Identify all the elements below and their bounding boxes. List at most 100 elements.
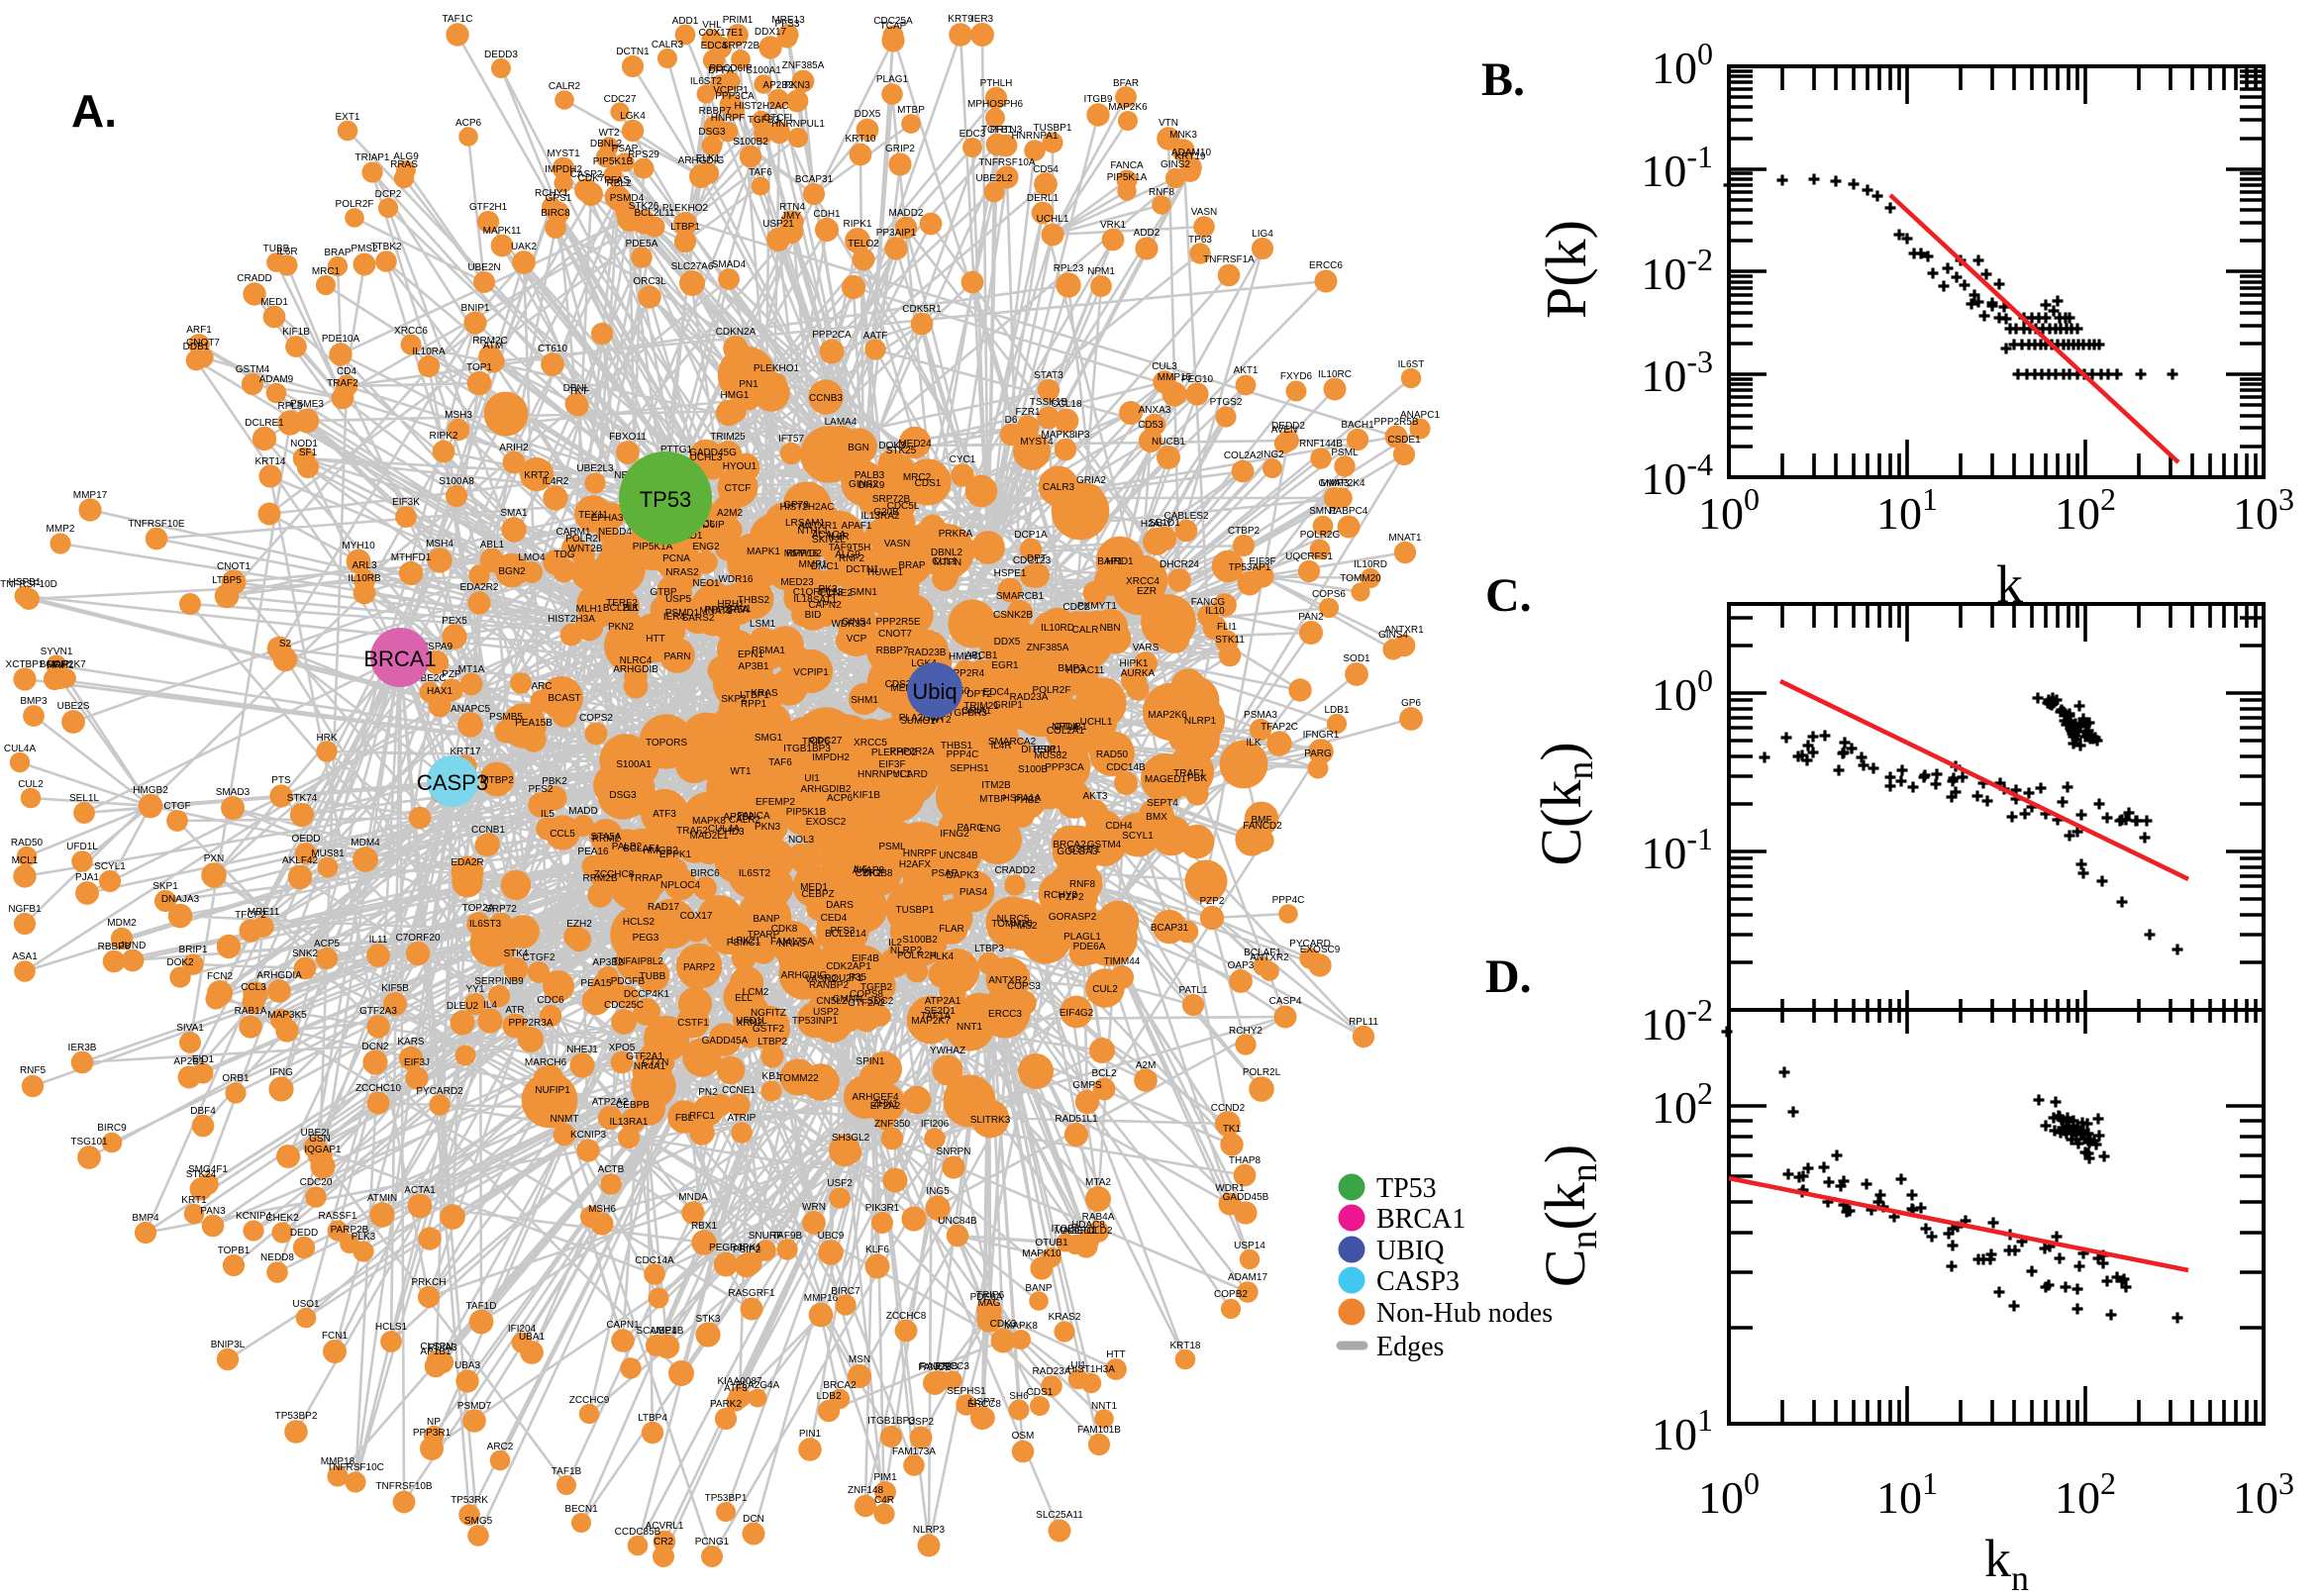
svg-text:SEPHS1: SEPHS1 bbox=[950, 763, 989, 774]
svg-text:C(kn): C(kn) bbox=[1529, 742, 1601, 865]
svg-text:CR2: CR2 bbox=[654, 1537, 673, 1547]
svg-text:ACP6: ACP6 bbox=[455, 118, 482, 129]
svg-text:H2AFX: H2AFX bbox=[899, 859, 932, 870]
svg-text:CDK5R1: CDK5R1 bbox=[902, 304, 942, 315]
svg-text:RBBP8: RBBP8 bbox=[98, 942, 131, 952]
svg-text:DCN2: DCN2 bbox=[361, 1042, 389, 1052]
svg-text:CDK2: CDK2 bbox=[856, 868, 882, 879]
svg-text:CD54: CD54 bbox=[1033, 164, 1059, 175]
svg-text:NEDD8: NEDD8 bbox=[260, 1252, 294, 1263]
svg-text:EIF3F: EIF3F bbox=[878, 759, 905, 770]
svg-text:EIF4B: EIF4B bbox=[852, 953, 879, 964]
svg-text:ENG2: ENG2 bbox=[692, 542, 720, 552]
svg-text:PMS2: PMS2 bbox=[1010, 921, 1038, 932]
svg-text:POLR2G: POLR2G bbox=[1300, 530, 1341, 541]
svg-text:IL6R: IL6R bbox=[276, 247, 297, 257]
svg-text:NLRP2: NLRP2 bbox=[890, 946, 923, 956]
svg-text:TEX11: TEX11 bbox=[578, 510, 608, 521]
svg-text:PHB2: PHB2 bbox=[1014, 795, 1041, 806]
svg-text:COL2A1: COL2A1 bbox=[1047, 726, 1085, 737]
svg-text:CDS1: CDS1 bbox=[915, 478, 942, 489]
svg-text:TUBB: TUBB bbox=[263, 244, 290, 254]
svg-text:100: 100 bbox=[1698, 481, 1760, 539]
svg-text:PKN3: PKN3 bbox=[784, 80, 811, 91]
svg-text:BCL2L14: BCL2L14 bbox=[825, 929, 866, 940]
svg-text:DCP2: DCP2 bbox=[375, 189, 402, 200]
svg-text:RIPK1: RIPK1 bbox=[844, 219, 872, 230]
svg-text:CHD3: CHD3 bbox=[717, 827, 745, 838]
svg-text:PFAS: PFAS bbox=[604, 175, 630, 186]
svg-text:Ubiq: Ubiq bbox=[912, 679, 957, 704]
svg-text:PN2: PN2 bbox=[698, 1087, 718, 1098]
svg-text:MED24: MED24 bbox=[898, 439, 932, 449]
svg-text:DCTN1: DCTN1 bbox=[846, 564, 879, 575]
svg-text:HCLS2: HCLS2 bbox=[623, 917, 656, 928]
svg-text:CASP3: CASP3 bbox=[1376, 1266, 1460, 1297]
svg-text:RBX1: RBX1 bbox=[691, 1221, 718, 1232]
svg-text:PTTG1: PTTG1 bbox=[660, 445, 693, 455]
svg-text:XRN2: XRN2 bbox=[737, 1018, 763, 1029]
svg-text:DDX5: DDX5 bbox=[855, 109, 881, 120]
svg-text:POLR2L: POLR2L bbox=[1243, 1067, 1281, 1078]
svg-text:101: 101 bbox=[1876, 1465, 1938, 1523]
svg-text:FXYD6: FXYD6 bbox=[1280, 371, 1313, 382]
svg-text:BMP3: BMP3 bbox=[1058, 663, 1085, 674]
svg-text:AURKA: AURKA bbox=[1121, 668, 1156, 679]
svg-text:TP53BP1: TP53BP1 bbox=[705, 1493, 748, 1504]
svg-text:UAK2: UAK2 bbox=[511, 242, 538, 252]
svg-text:CEBPB: CEBPB bbox=[616, 1100, 650, 1111]
svg-text:PSAP: PSAP bbox=[612, 144, 639, 154]
svg-text:IL13RA2: IL13RA2 bbox=[861, 511, 900, 522]
svg-text:D.: D. bbox=[1485, 950, 1532, 1003]
svg-text:MMP1: MMP1 bbox=[799, 559, 828, 570]
svg-text:GTBP: GTBP bbox=[650, 587, 677, 598]
svg-text:PYCARD: PYCARD bbox=[1289, 939, 1331, 949]
svg-text:GPS1: GPS1 bbox=[546, 193, 572, 204]
svg-text:IL4R: IL4R bbox=[990, 741, 1011, 751]
svg-text:GADD45B: GADD45B bbox=[1223, 1192, 1269, 1203]
svg-text:SPIN1: SPIN1 bbox=[857, 1056, 885, 1067]
svg-text:PEA16: PEA16 bbox=[577, 847, 609, 857]
svg-text:PEA15: PEA15 bbox=[580, 978, 612, 989]
svg-text:HNRPF: HNRPF bbox=[903, 848, 937, 859]
svg-text:10-1: 10-1 bbox=[1641, 821, 1713, 878]
svg-text:ANTXR2: ANTXR2 bbox=[988, 975, 1028, 986]
svg-text:TP63: TP63 bbox=[1188, 235, 1212, 246]
svg-text:EGR1: EGR1 bbox=[991, 660, 1019, 671]
svg-text:PSMA3: PSMA3 bbox=[1244, 710, 1277, 721]
svg-text:KRT9: KRT9 bbox=[948, 14, 973, 25]
svg-text:SCYL1: SCYL1 bbox=[94, 861, 126, 872]
svg-text:ANAPC5: ANAPC5 bbox=[451, 704, 490, 715]
svg-text:KRT14: KRT14 bbox=[255, 456, 286, 467]
svg-text:IFI204: IFI204 bbox=[508, 1324, 537, 1335]
svg-text:LGK4: LGK4 bbox=[620, 111, 646, 122]
svg-text:BCL2L1: BCL2L1 bbox=[603, 603, 640, 614]
svg-text:ERCC8: ERCC8 bbox=[967, 1399, 1001, 1410]
svg-text:TOMM20: TOMM20 bbox=[1340, 573, 1381, 584]
svg-text:VTN: VTN bbox=[1159, 118, 1178, 129]
svg-text:KIAA0087: KIAA0087 bbox=[717, 1376, 761, 1387]
svg-text:CALR3: CALR3 bbox=[1043, 482, 1075, 493]
svg-text:CCNE2: CCNE2 bbox=[819, 588, 853, 599]
svg-text:PEG10: PEG10 bbox=[1181, 374, 1214, 385]
svg-text:DCP1A: DCP1A bbox=[1014, 530, 1048, 541]
svg-text:TRIM21: TRIM21 bbox=[963, 701, 999, 712]
svg-text:DMC1: DMC1 bbox=[811, 561, 840, 572]
svg-text:ALG9: ALG9 bbox=[835, 549, 860, 560]
svg-text:ATP2A1: ATP2A1 bbox=[925, 996, 961, 1007]
svg-text:HAX1: HAX1 bbox=[427, 686, 454, 697]
svg-text:BID: BID bbox=[805, 610, 822, 621]
svg-text:CSNK2B: CSNK2B bbox=[993, 610, 1033, 621]
svg-text:RRM2B: RRM2B bbox=[582, 873, 617, 884]
svg-text:UFD1L: UFD1L bbox=[66, 842, 98, 852]
svg-text:TRIAP1: TRIAP1 bbox=[354, 152, 389, 163]
svg-text:USP2: USP2 bbox=[813, 1007, 840, 1018]
svg-text:MAPK1: MAPK1 bbox=[747, 547, 780, 557]
svg-text:MMP3: MMP3 bbox=[1321, 478, 1350, 489]
svg-text:BCLAF1: BCLAF1 bbox=[623, 844, 660, 854]
svg-text:NOL3: NOL3 bbox=[788, 835, 815, 846]
svg-text:BIRC8: BIRC8 bbox=[541, 208, 570, 219]
svg-text:MUS82: MUS82 bbox=[1034, 750, 1067, 761]
svg-text:COPB2: COPB2 bbox=[1214, 1289, 1248, 1300]
svg-text:WT2: WT2 bbox=[598, 128, 620, 139]
